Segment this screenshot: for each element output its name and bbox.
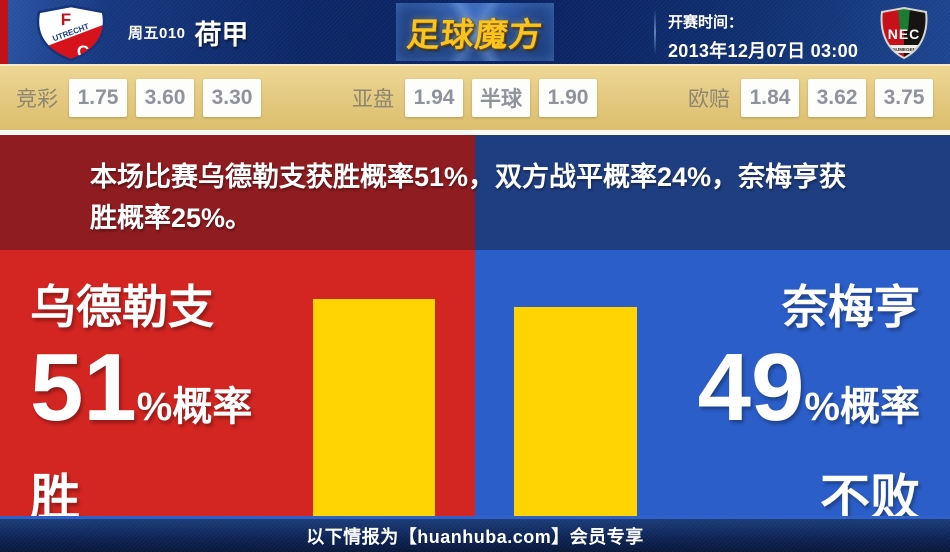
odds-group-yapan: 亚盘 1.94 半球 1.90: [352, 66, 597, 130]
odds-label-jingcai: 竞彩: [16, 88, 58, 111]
match-code: 周五010: [128, 24, 186, 42]
kickoff-datetime: 2013年12月07日 03:00: [668, 41, 859, 61]
nec-nijmegen-crest-icon: NEC NIJMEGEN: [880, 6, 928, 60]
fc-utrecht-crest-icon: UTRECHT F C: [36, 4, 106, 62]
summary-band: 本场比赛乌德勒支获胜概率51%，双方战平概率24%，奈梅亨获胜概率25%。: [0, 135, 950, 250]
odds-value-box: 1.90: [539, 79, 597, 117]
home-outcome: 胜: [30, 470, 80, 516]
home-probability-bar: [313, 299, 435, 516]
footer-bar: 以下情报为【huanhuba.com】会员专享: [0, 516, 950, 552]
odds-value-box: 1.75: [69, 79, 127, 117]
analysis-summary-text: 本场比赛乌德勒支获胜概率51%，双方战平概率24%，奈梅亨获胜概率25%。: [90, 162, 847, 233]
league-name: 荷甲: [194, 19, 249, 50]
away-probability-suffix: %概率: [804, 385, 920, 429]
odds-value-box: 1.84: [741, 79, 799, 117]
odds-value-box: 3.60: [136, 79, 194, 117]
away-team-name: 奈梅亨: [782, 281, 920, 333]
header-bar: UTRECHT F C 周五010 荷甲 足球魔方 开赛时间： 2013年12月…: [0, 0, 950, 64]
away-block: 奈梅亨 49%概率 不败: [698, 276, 920, 516]
odds-value-box: 3.62: [808, 79, 866, 117]
crest-letter-f: F: [61, 10, 71, 29]
summary-blue-half: [475, 135, 950, 250]
odds-group-jingcai: 竞彩 1.75 3.60 3.30: [16, 66, 261, 130]
away-probability-bar: [514, 307, 637, 516]
odds-value-box: 3.30: [203, 79, 261, 117]
summary-red-half: [0, 135, 475, 250]
brand-panel: 足球魔方: [396, 3, 554, 61]
brand-logo-text: 足球魔方: [405, 16, 545, 53]
odds-group-oupei: 欧赔 1.84 3.62 3.75: [688, 66, 933, 130]
odds-label-oupei: 欧赔: [688, 88, 730, 111]
match-info: 周五010 荷甲: [128, 0, 249, 64]
odds-value-box: 3.75: [875, 79, 933, 117]
footer-membership-text: 以下情报为【huanhuba.com】会员专享: [306, 526, 644, 547]
crest-city-text: NIJMEGEN: [892, 47, 916, 52]
away-probability-value: 49: [697, 334, 805, 441]
odds-label-yapan: 亚盘: [352, 88, 394, 111]
kickoff-time-block: 开赛时间： 2013年12月07日 03:00: [668, 11, 858, 63]
kickoff-label: 开赛时间：: [668, 14, 744, 31]
odds-value-box: 1.94: [405, 79, 463, 117]
home-probability-value: 51: [30, 334, 137, 441]
away-outcome: 不败: [820, 470, 920, 516]
separator-strip: [0, 130, 950, 135]
odds-value-box: 半球: [472, 79, 530, 117]
home-probability-suffix: %概率: [136, 385, 253, 429]
crest-nec-text: NEC: [888, 26, 921, 42]
odds-bar: 竞彩 1.75 3.60 3.30 亚盘 1.94 半球 1.90 欧赔 1.8…: [0, 64, 950, 130]
left-red-stripe: [0, 0, 8, 64]
away-probability-line: 49%概率: [698, 338, 920, 466]
home-team-name: 乌德勒支: [30, 281, 214, 333]
home-block: 乌德勒支 51%概率 胜: [30, 276, 252, 516]
probability-panel: 乌德勒支 51%概率 胜 奈梅亨 49%概率 不败: [0, 250, 950, 516]
vertical-divider: [654, 9, 656, 55]
home-probability-line: 51%概率: [30, 338, 252, 466]
